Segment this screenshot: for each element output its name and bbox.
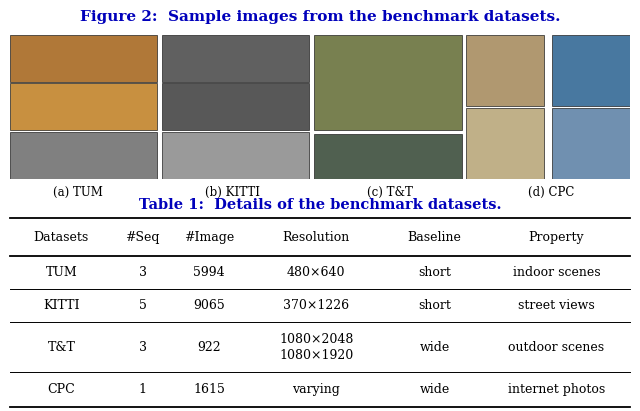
Bar — [552, 108, 630, 179]
Bar — [466, 35, 545, 106]
Bar — [162, 35, 310, 82]
Text: 5: 5 — [139, 299, 147, 312]
Bar — [10, 35, 157, 82]
Text: 1: 1 — [139, 383, 147, 396]
Text: wide: wide — [419, 383, 450, 396]
Text: (b) KITTI: (b) KITTI — [205, 186, 260, 199]
Text: outdoor scenes: outdoor scenes — [508, 341, 605, 353]
Text: 3: 3 — [139, 266, 147, 279]
Bar — [466, 108, 545, 179]
Bar — [162, 83, 310, 130]
Text: indoor scenes: indoor scenes — [513, 266, 600, 279]
Text: Baseline: Baseline — [408, 231, 461, 244]
Text: Table 1:  Details of the benchmark datasets.: Table 1: Details of the benchmark datase… — [139, 198, 501, 212]
Text: Resolution: Resolution — [283, 231, 350, 244]
Text: Figure 2:  Sample images from the benchmark datasets.: Figure 2: Sample images from the benchma… — [80, 10, 560, 24]
Text: Datasets: Datasets — [34, 231, 89, 244]
Text: 1615: 1615 — [193, 383, 225, 396]
Text: KITTI: KITTI — [43, 299, 79, 312]
Bar — [314, 134, 461, 179]
Text: T&T: T&T — [47, 341, 76, 353]
Bar — [314, 35, 461, 130]
Text: #Image: #Image — [184, 231, 234, 244]
Text: street views: street views — [518, 299, 595, 312]
Text: internet photos: internet photos — [508, 383, 605, 396]
Text: 3: 3 — [139, 341, 147, 353]
Text: short: short — [418, 266, 451, 279]
Text: 480×640: 480×640 — [287, 266, 346, 279]
Bar — [10, 83, 157, 130]
Text: (a) TUM: (a) TUM — [53, 186, 103, 199]
Text: short: short — [418, 299, 451, 312]
Text: 922: 922 — [197, 341, 221, 353]
Text: 5994: 5994 — [193, 266, 225, 279]
Text: #Seq: #Seq — [125, 231, 160, 244]
Text: TUM: TUM — [45, 266, 77, 279]
Text: 9065: 9065 — [193, 299, 225, 312]
Text: CPC: CPC — [47, 383, 76, 396]
Bar — [10, 132, 157, 179]
Text: (d) CPC: (d) CPC — [529, 186, 575, 199]
Text: (c) T&T: (c) T&T — [367, 186, 413, 199]
Bar — [552, 35, 630, 106]
Text: 1080×2048
1080×1920: 1080×2048 1080×1920 — [279, 332, 353, 362]
Text: Property: Property — [529, 231, 584, 244]
Text: wide: wide — [419, 341, 450, 353]
Bar — [162, 132, 310, 179]
Text: varying: varying — [292, 383, 340, 396]
Text: 370×1226: 370×1226 — [284, 299, 349, 312]
